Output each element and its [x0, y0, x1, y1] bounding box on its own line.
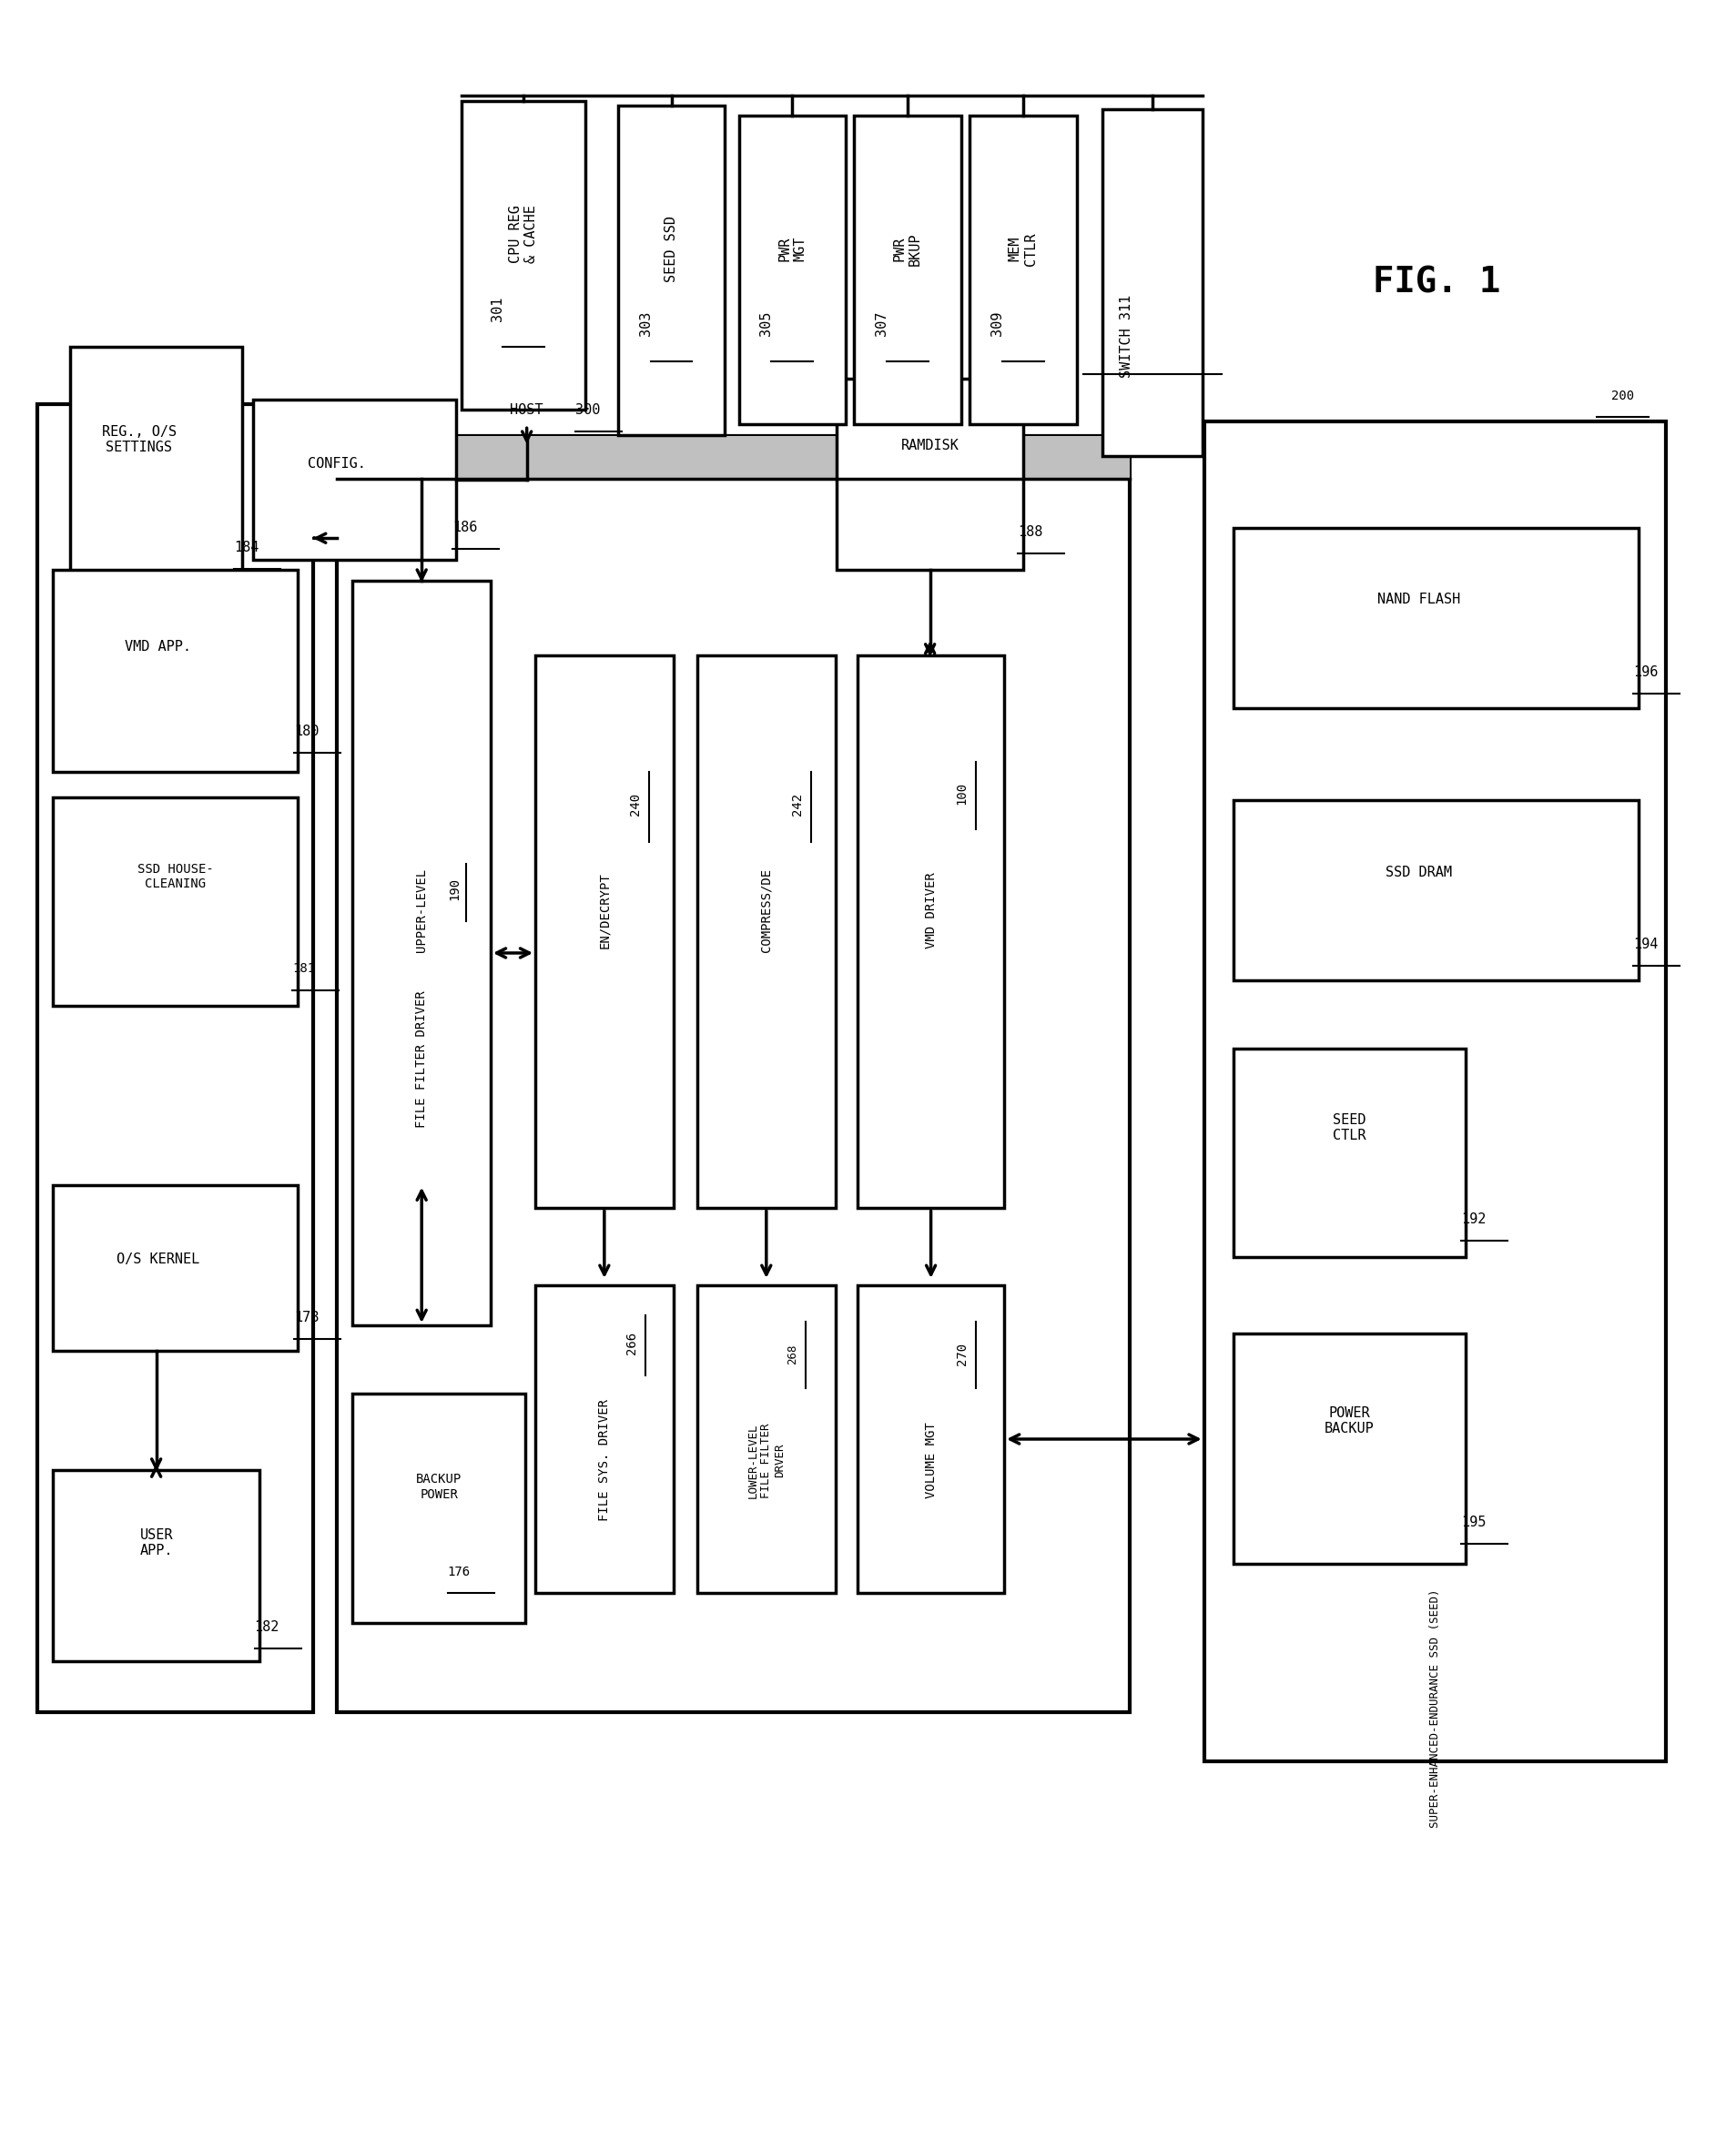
- Bar: [1233, 800, 1639, 980]
- Text: SUPER-ENHANCED-ENDURANCE SSD (SEED): SUPER-ENHANCED-ENDURANCE SSD (SEED): [1429, 1588, 1441, 1828]
- Text: VMD APP.: VMD APP.: [125, 640, 191, 653]
- Text: COMPRESS/DE: COMPRESS/DE: [760, 869, 773, 952]
- Text: 300: 300: [575, 404, 601, 417]
- Text: 301: 301: [491, 295, 503, 321]
- Text: BACKUP
POWER: BACKUP POWER: [417, 1472, 462, 1500]
- Text: LOWER-LEVEL
FILE FILTER
DRVER: LOWER-LEVEL FILE FILTER DRVER: [746, 1423, 786, 1498]
- Text: REG., O/S
SETTINGS: REG., O/S SETTINGS: [102, 426, 177, 454]
- Text: FILE FILTER DRIVER: FILE FILTER DRIVER: [415, 991, 429, 1128]
- Text: PWR
BKUP: PWR BKUP: [892, 233, 922, 265]
- Bar: [38, 404, 312, 1712]
- Text: FILE SYS. DRIVER: FILE SYS. DRIVER: [597, 1400, 611, 1522]
- Text: 176: 176: [448, 1566, 470, 1579]
- Bar: [52, 798, 297, 1006]
- Bar: [52, 569, 297, 773]
- Bar: [337, 437, 1130, 479]
- Bar: [858, 1284, 1003, 1594]
- Text: 266: 266: [625, 1331, 639, 1355]
- Text: RAMDISK: RAMDISK: [901, 439, 958, 452]
- Text: 200: 200: [1611, 389, 1634, 402]
- Text: SSD DRAM: SSD DRAM: [1385, 865, 1451, 880]
- Text: 303: 303: [639, 310, 653, 336]
- Text: SEED
CTLR: SEED CTLR: [1333, 1113, 1366, 1143]
- Text: VOLUME MGT: VOLUME MGT: [925, 1423, 937, 1498]
- Bar: [535, 1284, 674, 1594]
- Text: 188: 188: [1017, 524, 1043, 539]
- Bar: [52, 1470, 260, 1661]
- Bar: [69, 347, 243, 591]
- Bar: [837, 379, 1023, 569]
- Bar: [1233, 1333, 1465, 1564]
- Text: SEED SSD: SEED SSD: [665, 216, 679, 282]
- Bar: [337, 437, 1130, 479]
- Text: 242: 242: [792, 792, 804, 815]
- Text: 268: 268: [786, 1344, 799, 1363]
- Text: SWITCH 311: SWITCH 311: [1120, 295, 1134, 377]
- Text: 307: 307: [875, 310, 889, 336]
- Bar: [858, 655, 1003, 1209]
- Text: 192: 192: [1460, 1213, 1486, 1226]
- Text: HOST: HOST: [510, 404, 543, 417]
- Bar: [253, 400, 457, 559]
- Text: 240: 240: [628, 792, 642, 815]
- Text: 305: 305: [759, 310, 773, 336]
- Bar: [1233, 529, 1639, 708]
- Text: MEM
CTLR: MEM CTLR: [1009, 233, 1038, 265]
- Text: SSD HOUSE-
CLEANING: SSD HOUSE- CLEANING: [137, 862, 214, 890]
- Text: 186: 186: [453, 520, 477, 535]
- Text: 100: 100: [955, 781, 969, 805]
- Text: CONFIG.: CONFIG.: [307, 456, 366, 471]
- Text: 309: 309: [991, 310, 1003, 336]
- Bar: [462, 101, 585, 409]
- Text: 190: 190: [448, 877, 460, 901]
- Bar: [970, 116, 1076, 424]
- Bar: [1102, 109, 1203, 456]
- Text: O/S KERNEL: O/S KERNEL: [116, 1252, 200, 1267]
- Text: 181: 181: [292, 963, 316, 976]
- Text: 178: 178: [293, 1312, 319, 1325]
- Text: CPU REG
& CACHE: CPU REG & CACHE: [509, 205, 538, 263]
- Bar: [52, 1186, 297, 1350]
- Text: 194: 194: [1634, 937, 1658, 952]
- Bar: [1233, 1049, 1465, 1256]
- Bar: [352, 580, 491, 1325]
- Bar: [740, 116, 845, 424]
- Bar: [698, 655, 835, 1209]
- Bar: [535, 655, 674, 1209]
- Bar: [618, 105, 726, 434]
- Text: 270: 270: [955, 1342, 969, 1365]
- Bar: [352, 1393, 524, 1622]
- Text: PWR
MGT: PWR MGT: [778, 235, 807, 261]
- Text: UPPER-LEVEL: UPPER-LEVEL: [415, 869, 429, 952]
- Text: 195: 195: [1460, 1515, 1486, 1528]
- Bar: [1205, 422, 1667, 1761]
- Text: POWER
BACKUP: POWER BACKUP: [1325, 1406, 1375, 1436]
- Bar: [698, 1284, 835, 1594]
- Bar: [854, 116, 962, 424]
- Text: 184: 184: [234, 541, 259, 554]
- Text: 196: 196: [1634, 666, 1658, 678]
- Text: FIG. 1: FIG. 1: [1373, 265, 1500, 300]
- Bar: [337, 437, 1130, 1712]
- Text: 182: 182: [255, 1620, 279, 1633]
- Text: USER
APP.: USER APP.: [139, 1528, 174, 1558]
- Text: VMD DRIVER: VMD DRIVER: [925, 873, 937, 948]
- Text: EN/DECRYPT: EN/DECRYPT: [597, 873, 611, 948]
- Text: 180: 180: [293, 725, 319, 738]
- Text: NAND FLASH: NAND FLASH: [1377, 593, 1460, 606]
